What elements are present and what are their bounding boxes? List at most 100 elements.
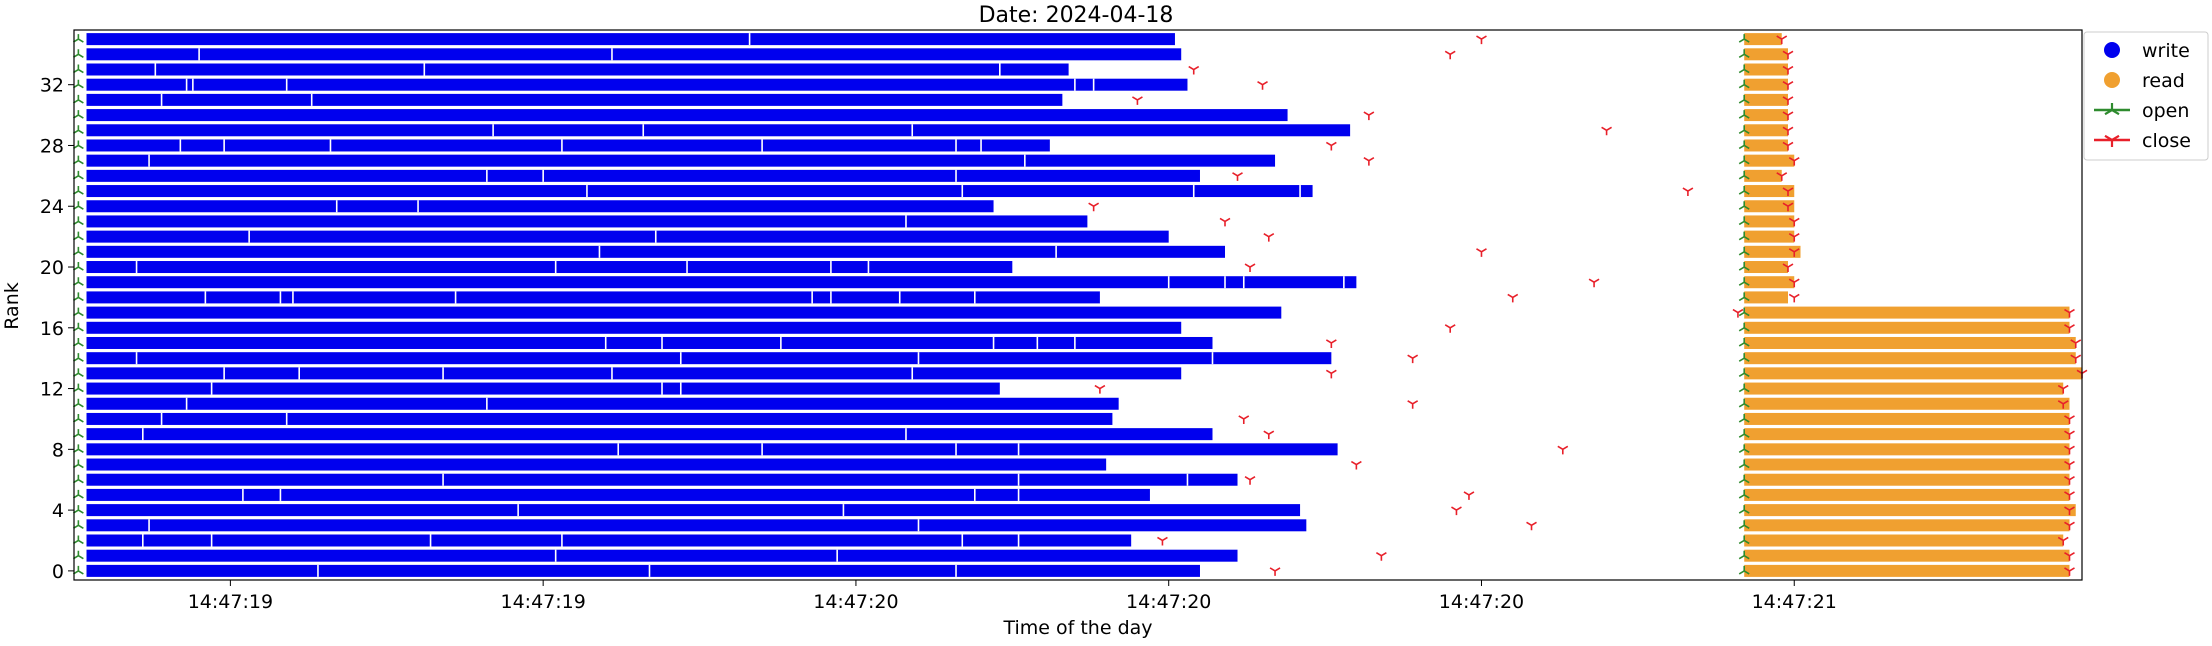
- close-marker: [1407, 354, 1419, 364]
- close-marker: [2070, 354, 2082, 364]
- rank-row: [86, 261, 1788, 274]
- open-marker: [1738, 550, 1750, 560]
- close-marker: [1507, 293, 1519, 303]
- close-marker: [1601, 126, 1613, 136]
- write-bar: [86, 230, 1169, 243]
- open-marker: [1738, 520, 1750, 529]
- open-marker: [72, 353, 84, 362]
- legend-item-write: write: [2104, 40, 2190, 62]
- close-marker: [1788, 248, 1800, 257]
- rank-row: [86, 473, 2070, 486]
- open-marker: [1738, 246, 1750, 256]
- close-marker: [1232, 172, 1243, 181]
- read-bar: [1744, 549, 2070, 562]
- open-marker: [1738, 535, 1750, 545]
- open-marker: [72, 186, 84, 195]
- read-bar: [1744, 93, 1788, 106]
- write-bar: [86, 306, 1282, 319]
- x-tick-label: 14:47:19: [188, 591, 273, 613]
- close-marker: [2064, 552, 2075, 561]
- x-tick-label: 14:47:20: [813, 591, 898, 613]
- write-bar: [86, 412, 1113, 425]
- close-marker: [1444, 50, 1456, 60]
- chart-title: Date: 2024-04-18: [979, 3, 1174, 28]
- close-marker: [1782, 263, 1794, 273]
- legend-swatch: [2104, 72, 2120, 88]
- write-bar: [86, 336, 1213, 349]
- open-marker: [72, 459, 84, 469]
- open-marker: [1738, 474, 1750, 484]
- close-marker: [1782, 96, 1794, 105]
- close-marker: [1244, 263, 1256, 273]
- close-marker: [1732, 308, 1744, 318]
- rank-row: [86, 458, 2070, 471]
- write-bar: [86, 154, 1276, 167]
- rank-row: [86, 185, 1795, 198]
- open-marker: [72, 444, 84, 454]
- rank-row: [86, 63, 1788, 76]
- open-marker: [1738, 459, 1750, 469]
- y-tick-label: 24: [40, 196, 64, 218]
- rank-row: [86, 200, 1795, 213]
- legend-label: open: [2142, 100, 2189, 122]
- read-bar: [1744, 458, 2070, 471]
- read-bar: [1744, 276, 1795, 289]
- open-marker: [1738, 505, 1750, 514]
- legend-marker: [2104, 134, 2120, 147]
- close-marker: [2064, 415, 2075, 424]
- open-marker: [1738, 322, 1750, 332]
- close-marker: [1132, 96, 1143, 105]
- close-marker: [1782, 111, 1794, 121]
- close-marker: [2064, 445, 2075, 455]
- rank-row: [86, 412, 2070, 425]
- read-bar: [1744, 200, 1795, 213]
- read-bar: [1744, 321, 2070, 334]
- close-marker: [1088, 202, 1100, 212]
- close-marker: [2064, 476, 2075, 485]
- rank-row: [86, 33, 1782, 46]
- open-marker: [72, 64, 84, 74]
- open-marker: [72, 368, 84, 378]
- open-marker: [1738, 155, 1750, 165]
- close-marker: [1269, 567, 1281, 576]
- read-bar: [1744, 185, 1795, 198]
- close-marker: [1476, 35, 1487, 45]
- close-marker: [1188, 65, 1200, 75]
- close-marker: [2064, 521, 2075, 531]
- legend-item-close: close: [2094, 130, 2191, 152]
- close-marker: [1776, 35, 1788, 45]
- close-marker: [1375, 552, 1387, 561]
- close-marker: [1325, 369, 1337, 379]
- legend-marker: [2104, 103, 2120, 116]
- close-marker: [2057, 400, 2069, 409]
- close-marker: [1776, 172, 1788, 181]
- open-marker: [72, 140, 84, 150]
- write-bar: [86, 93, 1063, 106]
- write-bar: [86, 33, 1175, 46]
- read-bar: [1744, 443, 2070, 456]
- rank-row: [86, 306, 2070, 319]
- rank-row: [86, 382, 2064, 395]
- open-marker: [1738, 444, 1750, 454]
- write-bar: [86, 534, 1132, 547]
- rank-row: [86, 549, 2070, 562]
- rank-row: [86, 124, 1788, 137]
- close-marker: [2064, 308, 2075, 318]
- y-tick-label: 28: [40, 135, 64, 157]
- close-marker: [2064, 506, 2075, 516]
- rank-row: [86, 534, 2064, 547]
- read-bar: [1744, 215, 1795, 228]
- close-marker: [1407, 400, 1419, 409]
- x-tick-label: 14:47:19: [500, 591, 585, 613]
- y-axis: 0 4 8 12 16 20 24 28 32: [40, 75, 74, 583]
- write-bar: [86, 78, 1188, 91]
- open-marker: [72, 489, 84, 499]
- write-bar: [86, 321, 1182, 334]
- write-bar: [86, 245, 1226, 258]
- close-marker: [2064, 324, 2075, 333]
- open-marker: [72, 474, 84, 484]
- close-marker: [1444, 324, 1456, 333]
- close-marker: [1451, 506, 1462, 516]
- legend-label: close: [2142, 130, 2191, 152]
